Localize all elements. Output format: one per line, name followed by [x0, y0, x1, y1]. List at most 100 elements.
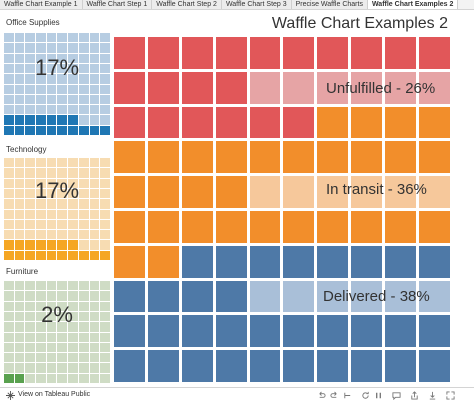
waffle-cell-unfulfilled: [215, 106, 247, 139]
fullscreen-icon[interactable]: [446, 391, 455, 400]
waffle-cell: [78, 250, 89, 260]
waffle-cell-unfulfilled: [114, 106, 145, 139]
waffle-cell: [14, 291, 25, 301]
waffle-cell: [14, 105, 25, 115]
refresh-icon[interactable]: [361, 391, 370, 400]
waffle-cell-unfulfilled: [147, 71, 179, 104]
waffle-cell: [78, 63, 89, 74]
waffle-cell-delivered: [283, 350, 315, 382]
waffle-cell: [68, 168, 78, 178]
waffle-cell: [4, 158, 14, 168]
waffle-cell: [4, 115, 14, 125]
waffle-cell-delivered: [351, 350, 383, 382]
waffle-cell: [89, 84, 100, 94]
waffle-cell-delivered: [385, 245, 417, 278]
waffle-cell: [25, 332, 36, 342]
waffle-cell-delivered: [147, 315, 179, 348]
pause-icon[interactable]: [374, 391, 383, 400]
waffle-cell: [57, 125, 68, 135]
waffle-cell: [4, 291, 14, 301]
waffle-cell: [36, 188, 46, 199]
waffle-cell: [14, 199, 25, 209]
waffle-cell: [46, 291, 57, 301]
tab-waffle-chart-examples-2[interactable]: Waffle Chart Examples 2: [367, 0, 459, 9]
waffle-cell: [89, 43, 100, 53]
waffle-cell-delivered: [317, 350, 349, 382]
waffle-cell-delivered: [317, 245, 349, 278]
download-icon[interactable]: [428, 391, 437, 400]
technology-waffle[interactable]: [4, 158, 110, 260]
waffle-cell-unfulfilled: [351, 71, 383, 104]
waffle-cell: [25, 209, 36, 219]
waffle-cell-in-transit: [114, 176, 145, 208]
revert-icon[interactable]: [343, 391, 352, 400]
waffle-cell: [25, 322, 36, 332]
waffle-cell: [78, 209, 89, 219]
waffle-cell: [36, 43, 46, 53]
waffle-cell: [46, 250, 57, 260]
waffle-cell: [14, 84, 25, 94]
waffle-cell-delivered: [351, 280, 383, 313]
waffle-cell: [46, 43, 57, 53]
waffle-cell: [78, 158, 89, 168]
waffle-cell: [4, 219, 14, 230]
waffle-cell: [46, 332, 57, 342]
waffle-cell: [57, 240, 68, 250]
waffle-cell: [100, 240, 110, 250]
waffle-cell: [78, 168, 89, 178]
tab-waffle-chart-step-2[interactable]: Waffle Chart Step 2: [152, 0, 222, 9]
order-status-waffle[interactable]: [114, 37, 450, 382]
waffle-cell: [25, 178, 36, 188]
waffle-cell: [36, 33, 46, 43]
waffle-cell: [68, 301, 78, 311]
undo-icon[interactable]: [317, 391, 326, 400]
waffle-cell: [57, 33, 68, 43]
waffle-cell-unfulfilled: [249, 71, 281, 104]
view-on-tableau-public-link[interactable]: View on Tableau Public: [18, 391, 91, 398]
waffle-cell: [89, 209, 100, 219]
waffle-cell: [89, 63, 100, 74]
waffle-cell: [25, 43, 36, 53]
redo-icon[interactable]: [330, 391, 339, 400]
tab-precise-waffle-charts[interactable]: Precise Waffle Charts: [291, 0, 368, 9]
waffle-cell-in-transit: [317, 176, 349, 208]
office-supplies-waffle[interactable]: [4, 33, 110, 135]
waffle-cell: [4, 178, 14, 188]
waffle-cell: [68, 84, 78, 94]
waffle-cell: [68, 373, 78, 383]
waffle-cell: [57, 342, 68, 353]
tab-waffle-chart-example-1[interactable]: Waffle Chart Example 1: [0, 0, 83, 9]
waffle-cell: [46, 33, 57, 43]
waffle-cell: [57, 168, 68, 178]
waffle-cell: [89, 115, 100, 125]
comment-icon[interactable]: [392, 391, 401, 400]
waffle-cell-delivered: [114, 280, 145, 313]
waffle-cell: [78, 115, 89, 125]
waffle-cell: [25, 291, 36, 301]
waffle-cell-unfulfilled: [283, 37, 315, 69]
waffle-cell: [57, 84, 68, 94]
furniture-waffle[interactable]: [4, 281, 110, 383]
waffle-cell-in-transit: [419, 176, 450, 208]
tab-waffle-chart-step-3[interactable]: Waffle Chart Step 3: [221, 0, 292, 9]
waffle-cell: [4, 240, 14, 250]
waffle-cell: [57, 373, 68, 383]
waffle-cell: [14, 168, 25, 178]
waffle-cell-unfulfilled: [249, 106, 281, 139]
waffle-cell: [4, 33, 14, 43]
waffle-cell: [36, 125, 46, 135]
waffle-cell: [36, 353, 46, 363]
waffle-cell: [57, 363, 68, 373]
waffle-cell: [100, 168, 110, 178]
waffle-cell: [46, 125, 57, 135]
waffle-cell: [89, 342, 100, 353]
share-icon[interactable]: [410, 391, 419, 400]
waffle-cell: [46, 373, 57, 383]
waffle-cell-in-transit: [385, 210, 417, 243]
tab-waffle-chart-step-1[interactable]: Waffle Chart Step 1: [82, 0, 153, 9]
waffle-cell: [46, 84, 57, 94]
waffle-cell-in-transit: [385, 141, 417, 174]
waffle-cell-unfulfilled: [181, 37, 213, 69]
waffle-cell-delivered: [249, 280, 281, 313]
waffle-cell: [68, 353, 78, 363]
